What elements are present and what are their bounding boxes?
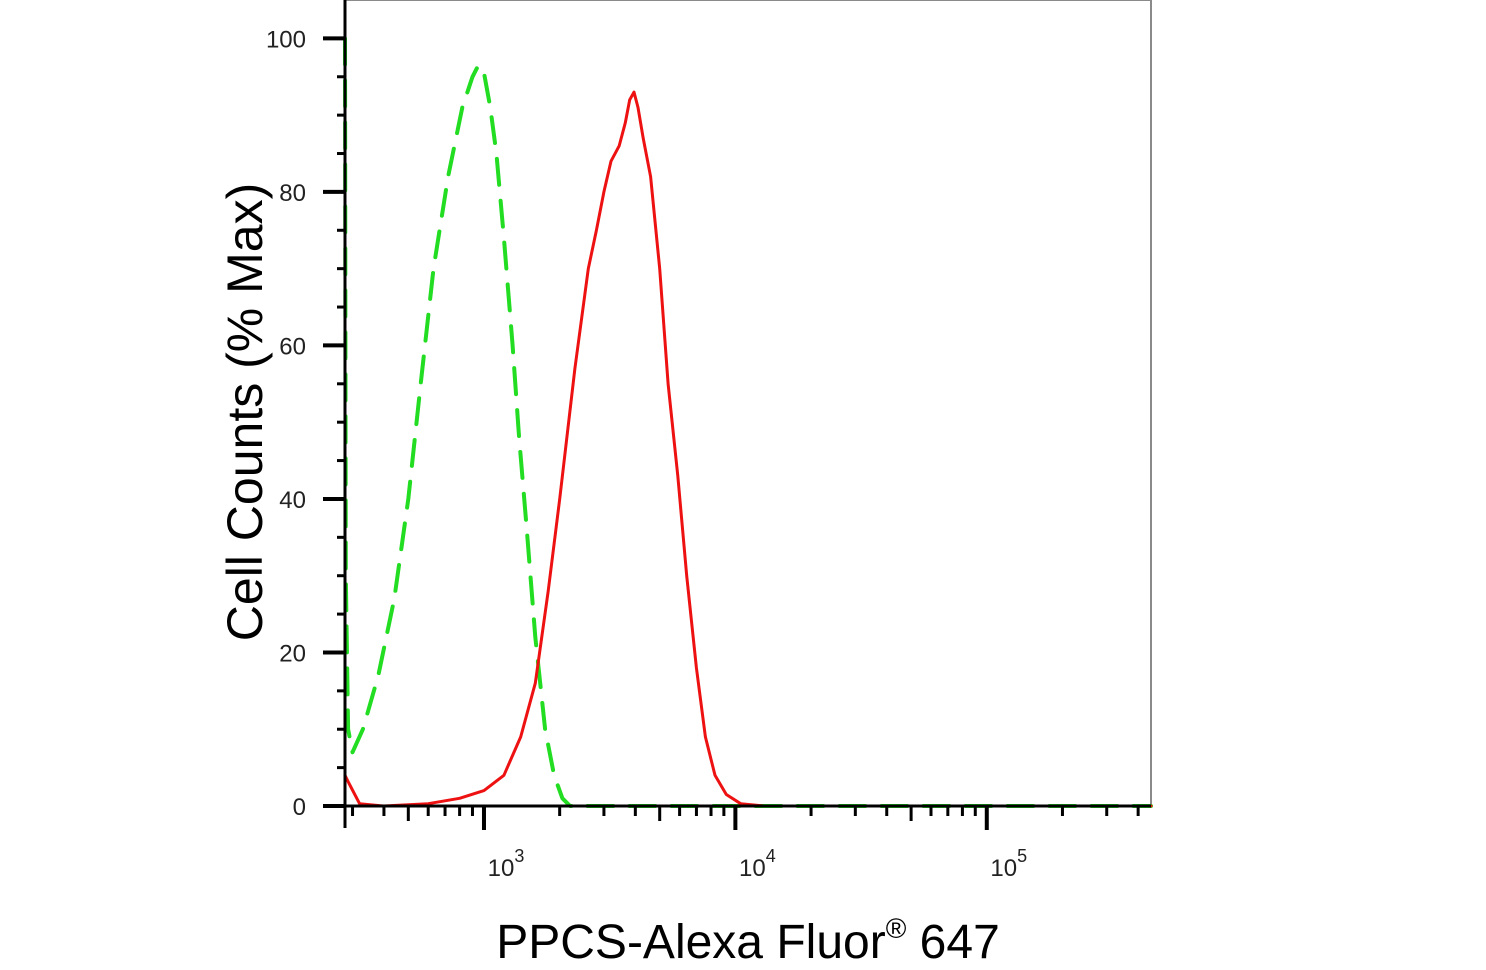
x-axis-title-sup: ® bbox=[886, 913, 907, 944]
plot-area bbox=[344, 0, 1152, 807]
series-layer bbox=[343, 36, 1153, 808]
y-tick-label: 100 bbox=[266, 26, 306, 53]
x-axis-title-tail: 647 bbox=[906, 916, 999, 969]
sample-histogram-line bbox=[343, 90, 1153, 808]
x-tick-label: 103 bbox=[488, 846, 525, 882]
y-tick-label: 60 bbox=[279, 333, 306, 360]
y-tick-label: 80 bbox=[279, 180, 306, 207]
x-axis-title-main: PPCS-Alexa Fluor bbox=[496, 916, 885, 969]
x-axis-title: PPCS-Alexa Fluor® 647 bbox=[496, 913, 1000, 969]
axis-layer bbox=[323, 0, 1151, 830]
y-tick-label: 20 bbox=[279, 640, 306, 667]
y-tick-label: 0 bbox=[293, 794, 306, 821]
y-axis-title: Cell Counts (% Max) bbox=[217, 183, 273, 641]
control-histogram-line bbox=[343, 36, 1153, 808]
x-tick-label: 105 bbox=[990, 846, 1027, 882]
label-layer: 0 20 40 60 80 100 103 104 105 bbox=[266, 26, 1027, 882]
y-tick-label: 40 bbox=[279, 487, 306, 514]
x-tick-label: 104 bbox=[739, 846, 776, 882]
